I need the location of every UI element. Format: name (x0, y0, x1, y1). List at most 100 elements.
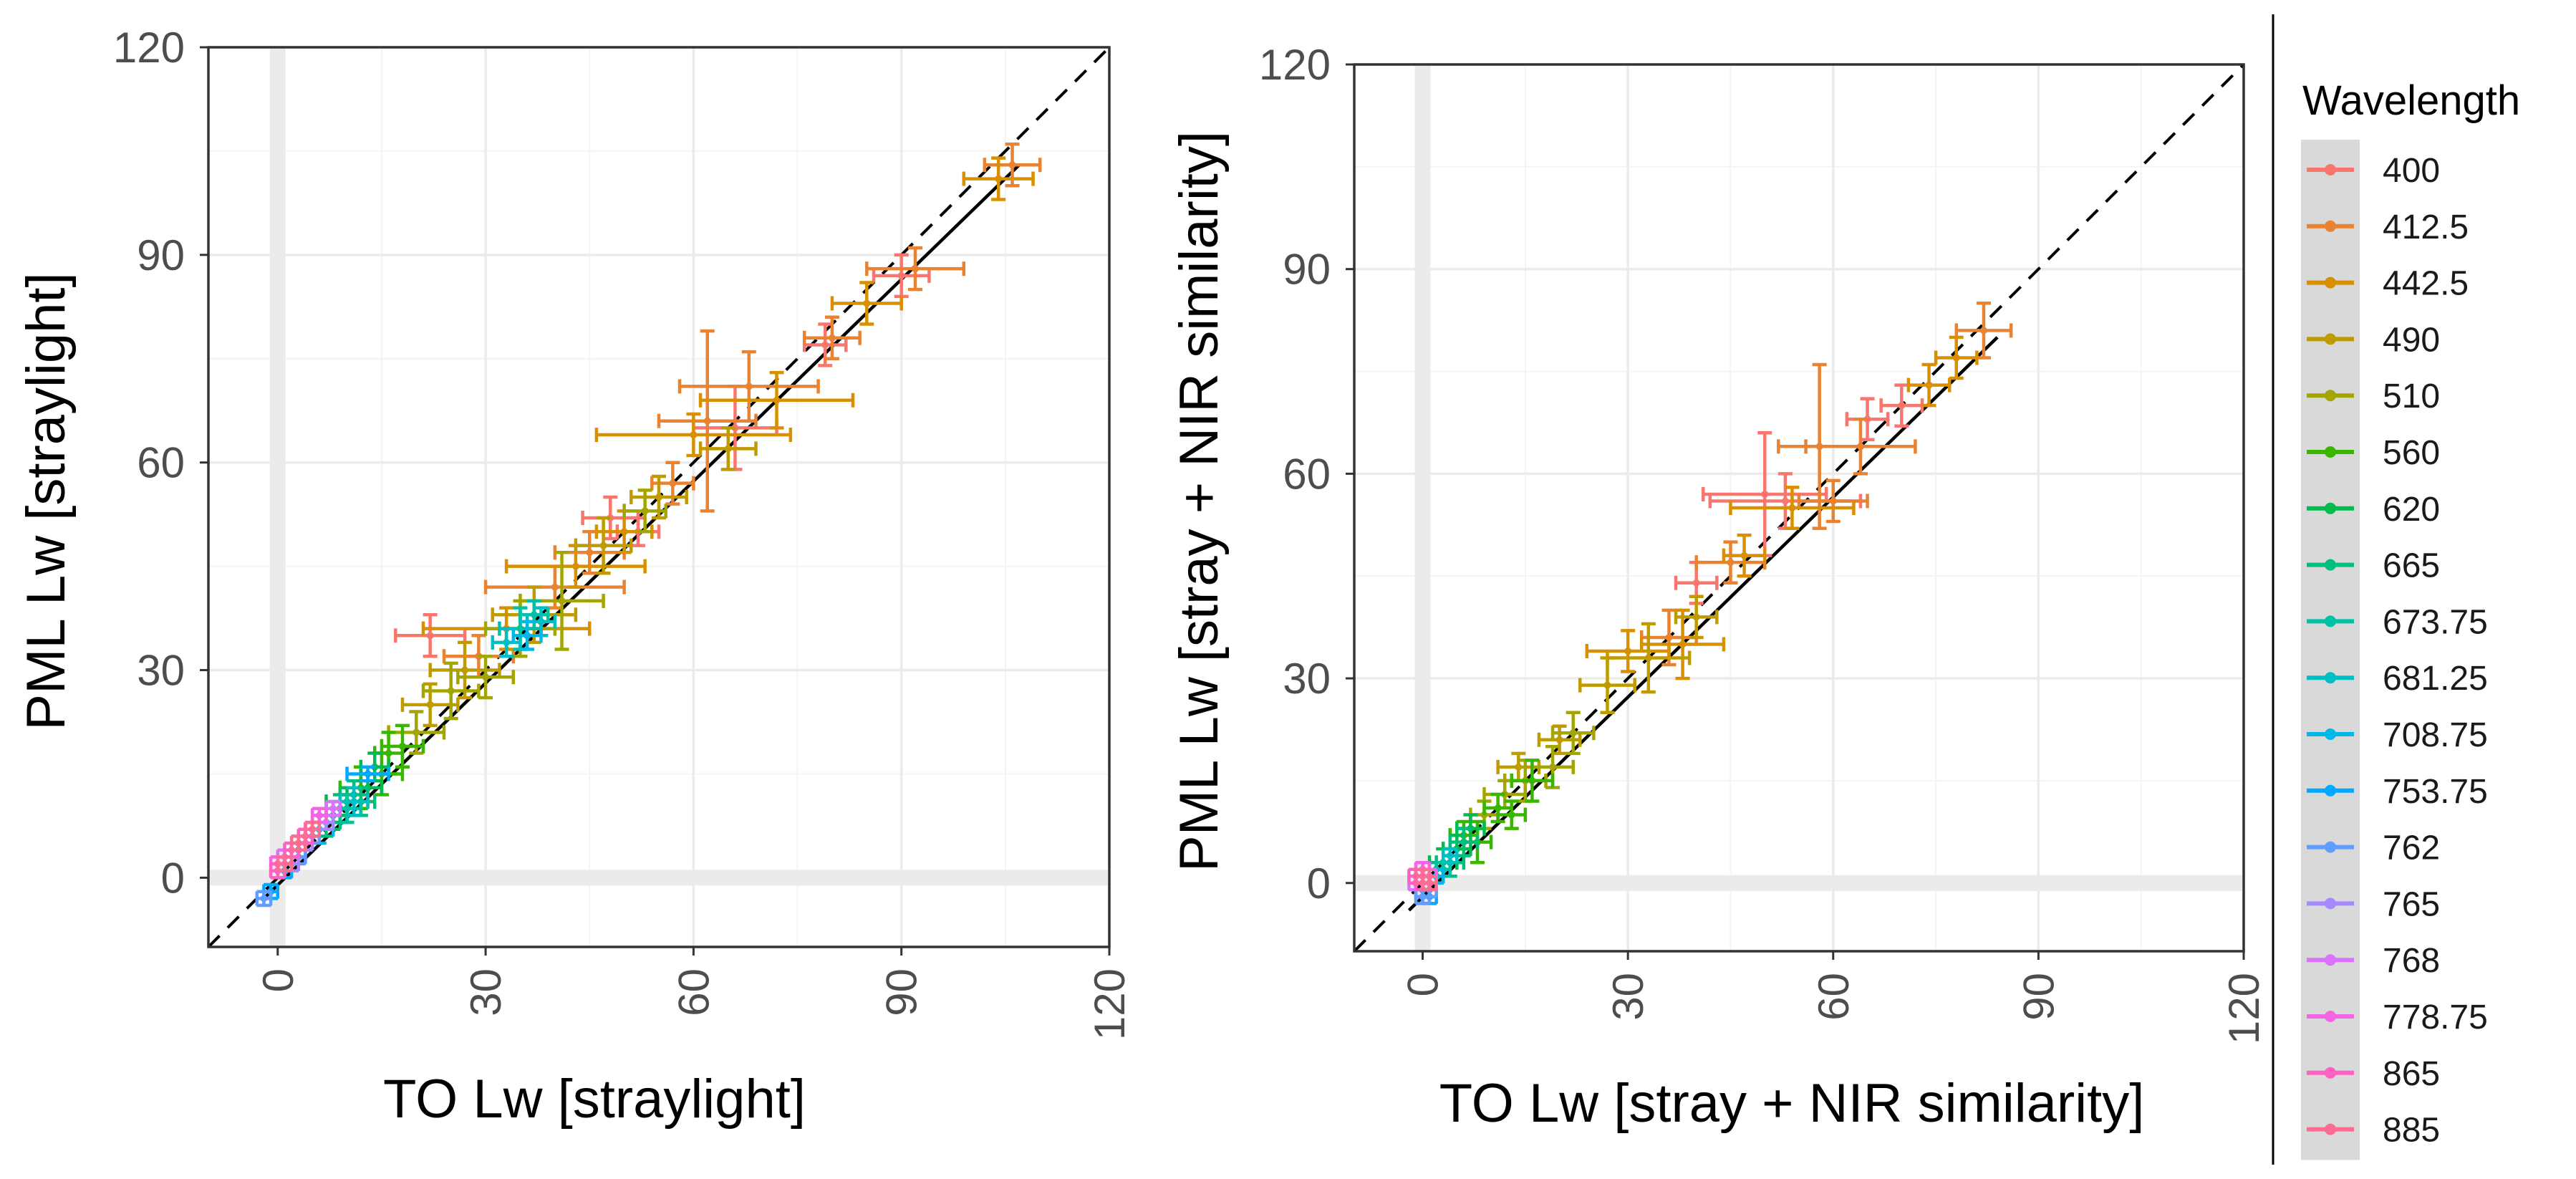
x-tick-label: 90 (2015, 973, 2063, 1021)
legend-label: 490 (2383, 321, 2440, 359)
legend-swatch-dot (2325, 898, 2336, 910)
point-marker (995, 175, 1003, 183)
point-marker (669, 479, 677, 487)
x-tick-label: 30 (462, 968, 510, 1016)
point-marker (1555, 736, 1563, 744)
data-point-412.5 (1954, 302, 2013, 360)
legend-swatch-dot (2325, 1011, 2336, 1022)
point-marker (1419, 892, 1427, 900)
point-marker (524, 632, 531, 640)
data-marks (1407, 302, 2013, 905)
legend-item-442.5: 442.5 (2307, 265, 2469, 303)
point-marker (1692, 613, 1700, 621)
data-point-412.5 (657, 329, 758, 513)
point-marker (1829, 497, 1837, 505)
legend-item-400: 400 (2307, 152, 2440, 190)
point-marker (863, 299, 871, 307)
legend-item-412.5: 412.5 (2307, 208, 2469, 246)
data-point-510 (1550, 711, 1596, 756)
data-point-412.5 (865, 246, 966, 292)
legend-item-885: 885 (2307, 1112, 2440, 1150)
legend-label: 762 (2383, 829, 2440, 867)
legend-swatch-dot (2325, 954, 2336, 966)
data-point-412.5 (1797, 478, 1869, 524)
point-marker (703, 417, 711, 425)
point-marker (385, 749, 392, 757)
legend-label: 673.75 (2383, 603, 2488, 641)
point-marker (1508, 811, 1515, 819)
data-point-442.5 (1906, 362, 1952, 408)
legend-item-560: 560 (2307, 434, 2440, 472)
point-marker (1549, 763, 1557, 771)
data-point-510 (421, 661, 481, 721)
point-marker (1856, 443, 1864, 451)
y-axis-title: PML Lw [straylight] (16, 272, 77, 730)
data-point-442.5 (1729, 486, 1856, 530)
data-point-490 (1537, 724, 1582, 756)
point-marker (294, 839, 302, 847)
point-marker (1665, 633, 1673, 641)
legend-item-510: 510 (2307, 377, 2440, 415)
legend-label: 885 (2383, 1112, 2440, 1150)
data-point-560 (380, 723, 425, 769)
data-point-510 (622, 489, 667, 534)
point-marker (413, 728, 420, 736)
legend-swatch-dot (2325, 390, 2336, 402)
point-marker (1761, 490, 1769, 498)
legend-item-490: 490 (2307, 321, 2440, 359)
point-marker (690, 431, 698, 439)
panel-stray-nir: 0 30 60 90 120 0 30 60 90 120 TO Lw [stray + NIR … (1169, 41, 2268, 1134)
y-tick-label: 120 (1259, 41, 1331, 89)
point-marker (620, 528, 628, 536)
legend-swatch-dot (2325, 220, 2336, 232)
point-marker (912, 265, 920, 273)
fit-line (1407, 336, 1999, 912)
data-point-442.5 (594, 412, 793, 458)
legend-swatch-dot (2325, 333, 2336, 345)
point-marker (281, 860, 289, 868)
point-marker (447, 687, 455, 695)
data-point-442.5 (1585, 629, 1671, 673)
data-point-490 (698, 426, 758, 471)
point-marker (503, 638, 511, 646)
legend-swatch-dot (2325, 276, 2336, 289)
point-marker (641, 507, 649, 515)
data-point-753.75 (345, 765, 390, 783)
legend-swatch-dot (2325, 672, 2336, 684)
point-marker (1740, 552, 1748, 559)
point-marker (315, 812, 323, 819)
point-marker (773, 396, 781, 404)
point-marker (426, 632, 434, 640)
legend: Wavelength 400 412.5 442.5 490 510 560 620 665 6… (2272, 14, 2520, 1165)
legend-label: 442.5 (2383, 265, 2469, 303)
data-point-681.25 (338, 786, 370, 817)
point-marker (558, 597, 566, 605)
y-tick-label: 90 (137, 231, 185, 279)
legend-item-865: 865 (2307, 1055, 2440, 1093)
y-tick-label: 0 (161, 854, 185, 902)
y-axis-title: PML Lw [stray + NIR similarity] (1169, 131, 1230, 872)
point-marker (350, 798, 358, 806)
x-tick-label: 30 (1604, 973, 1652, 1021)
point-marker (551, 583, 559, 591)
x-tick-label: 60 (670, 968, 718, 1016)
point-marker (655, 494, 662, 501)
data-point-442.5 (830, 281, 903, 326)
legend-swatch-dot (2325, 1067, 2336, 1079)
y-tick-label: 30 (1283, 655, 1331, 703)
y-tick-label: 120 (113, 24, 185, 72)
axis-ticks: 0 30 60 90 120 0 30 60 90 120 (1259, 41, 2268, 1044)
data-point-442.5 (1722, 533, 1767, 578)
legend-item-768: 768 (2307, 942, 2440, 980)
x-tick-label: 120 (1086, 968, 1134, 1040)
data-point-442.5 (962, 156, 1035, 201)
data-point-665 (1448, 827, 1480, 857)
point-marker (530, 611, 538, 619)
point-marker (1426, 879, 1434, 887)
point-marker (1898, 402, 1906, 410)
x-tick-label: 0 (1399, 973, 1447, 996)
point-marker (571, 562, 579, 570)
legend-label: 620 (2383, 491, 2440, 529)
legend-swatch-dot (2325, 841, 2336, 853)
